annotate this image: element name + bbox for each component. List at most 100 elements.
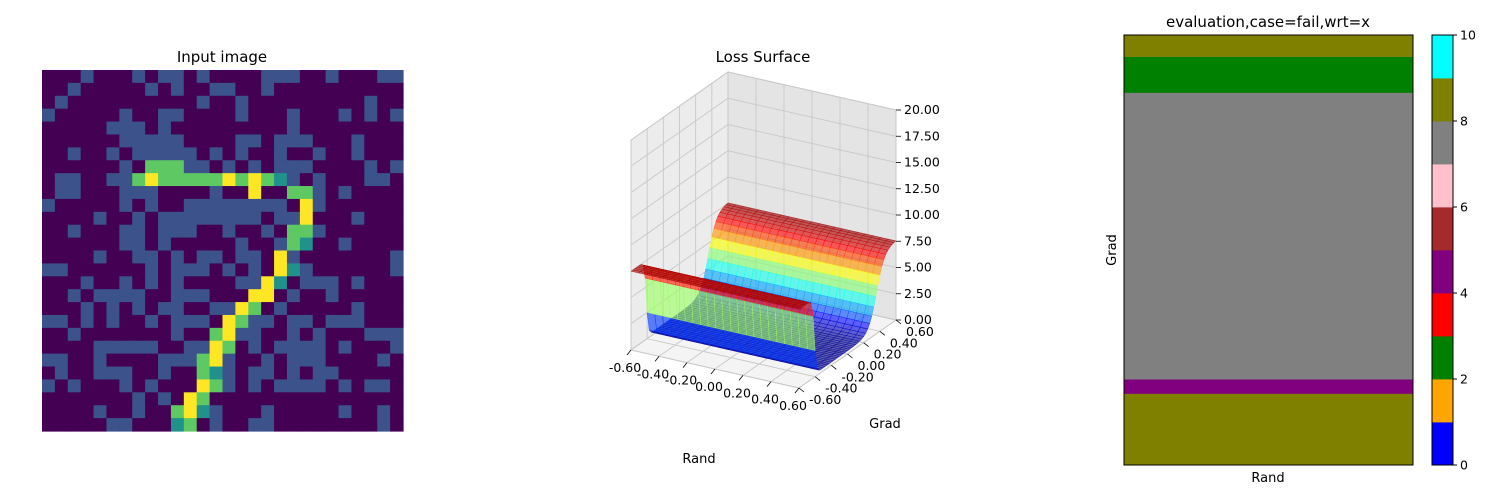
y-tick xyxy=(863,342,869,347)
image-pixel xyxy=(196,379,211,393)
image-pixel xyxy=(351,173,365,187)
y-tick xyxy=(879,331,886,336)
image-pixel xyxy=(351,340,365,355)
image-pixel xyxy=(119,418,133,432)
image-pixel xyxy=(235,147,249,161)
image-pixel xyxy=(274,379,288,393)
evaluation-x-label: Rand xyxy=(1251,471,1284,486)
image-pixel xyxy=(338,173,353,187)
image-pixel xyxy=(170,224,185,239)
y-tick xyxy=(847,353,853,359)
image-pixel xyxy=(158,198,172,213)
image-pixel xyxy=(106,147,120,161)
z-gridline xyxy=(630,124,897,193)
image-pixel xyxy=(93,314,108,329)
image-pixel xyxy=(54,340,69,355)
image-pixel xyxy=(106,160,120,174)
image-pixel xyxy=(93,289,108,303)
image-pixel xyxy=(235,160,249,174)
image-pixel xyxy=(106,379,120,393)
image-pixel xyxy=(158,379,172,393)
image-pixel xyxy=(67,95,82,110)
image-pixel xyxy=(119,353,133,368)
image-pixel xyxy=(377,418,391,432)
image-pixel xyxy=(80,224,95,239)
image-pixel xyxy=(377,211,391,226)
image-pixel xyxy=(299,160,314,174)
colorbar-segment xyxy=(1432,336,1453,380)
image-pixel xyxy=(132,250,146,264)
image-pixel xyxy=(183,314,198,329)
image-pixel xyxy=(93,340,108,355)
image-pixel xyxy=(209,173,224,187)
image-pixel xyxy=(67,366,82,381)
image-pixel xyxy=(351,314,365,329)
image-pixel xyxy=(183,186,198,200)
image-pixel xyxy=(351,198,365,213)
colorbar-segment xyxy=(1432,164,1453,208)
image-pixel xyxy=(351,82,365,97)
image-pixel xyxy=(286,353,301,368)
image-pixel xyxy=(54,302,69,316)
image-pixel xyxy=(183,340,198,355)
image-pixel xyxy=(286,314,301,329)
image-pixel xyxy=(67,211,82,226)
image-pixel xyxy=(80,276,95,290)
image-pixel xyxy=(145,95,159,110)
image-pixel xyxy=(54,289,69,303)
image-pixel xyxy=(390,392,404,406)
image-pixel xyxy=(222,211,236,226)
image-pixel xyxy=(299,250,314,264)
image-pixel xyxy=(42,418,56,432)
input-image-pixels xyxy=(42,70,404,432)
image-pixel xyxy=(222,392,236,406)
image-pixel xyxy=(42,108,56,123)
image-pixel xyxy=(67,418,82,432)
image-pixel xyxy=(364,250,378,264)
image-pixel xyxy=(312,95,327,110)
image-pixel xyxy=(93,186,108,200)
image-pixel xyxy=(145,263,159,277)
image-pixel xyxy=(119,121,133,136)
image-pixel xyxy=(132,186,146,200)
image-pixel xyxy=(286,379,301,393)
image-pixel xyxy=(54,134,69,148)
image-pixel xyxy=(42,327,56,342)
image-pixel xyxy=(299,392,314,406)
image-pixel xyxy=(80,186,95,200)
image-pixel xyxy=(132,173,146,187)
image-pixel xyxy=(274,366,288,381)
image-pixel xyxy=(119,340,133,355)
image-pixel xyxy=(364,147,378,161)
image-pixel xyxy=(325,418,340,432)
image-pixel xyxy=(158,276,172,290)
colorbar-segment xyxy=(1432,35,1453,79)
image-pixel xyxy=(351,392,365,406)
image-pixel xyxy=(196,289,211,303)
image-pixel xyxy=(209,418,224,432)
image-pixel xyxy=(338,211,353,226)
image-pixel xyxy=(106,392,120,406)
image-pixel xyxy=(286,405,301,419)
image-pixel xyxy=(274,173,288,187)
image-pixel xyxy=(274,237,288,252)
image-pixel xyxy=(183,70,198,84)
image-pixel xyxy=(351,211,365,226)
image-pixel xyxy=(145,405,159,419)
image-pixel xyxy=(235,340,249,355)
image-pixel xyxy=(80,121,95,136)
image-pixel xyxy=(364,211,378,226)
image-pixel xyxy=(145,186,159,200)
image-pixel xyxy=(390,121,404,136)
image-pixel xyxy=(338,82,353,97)
image-pixel xyxy=(170,379,185,393)
image-pixel xyxy=(54,95,69,110)
image-pixel xyxy=(377,289,391,303)
image-pixel xyxy=(261,250,275,264)
image-pixel xyxy=(132,70,146,84)
image-pixel xyxy=(183,121,198,136)
image-pixel xyxy=(338,198,353,213)
image-pixel xyxy=(325,121,340,136)
image-pixel xyxy=(261,366,275,381)
image-pixel xyxy=(106,314,120,329)
